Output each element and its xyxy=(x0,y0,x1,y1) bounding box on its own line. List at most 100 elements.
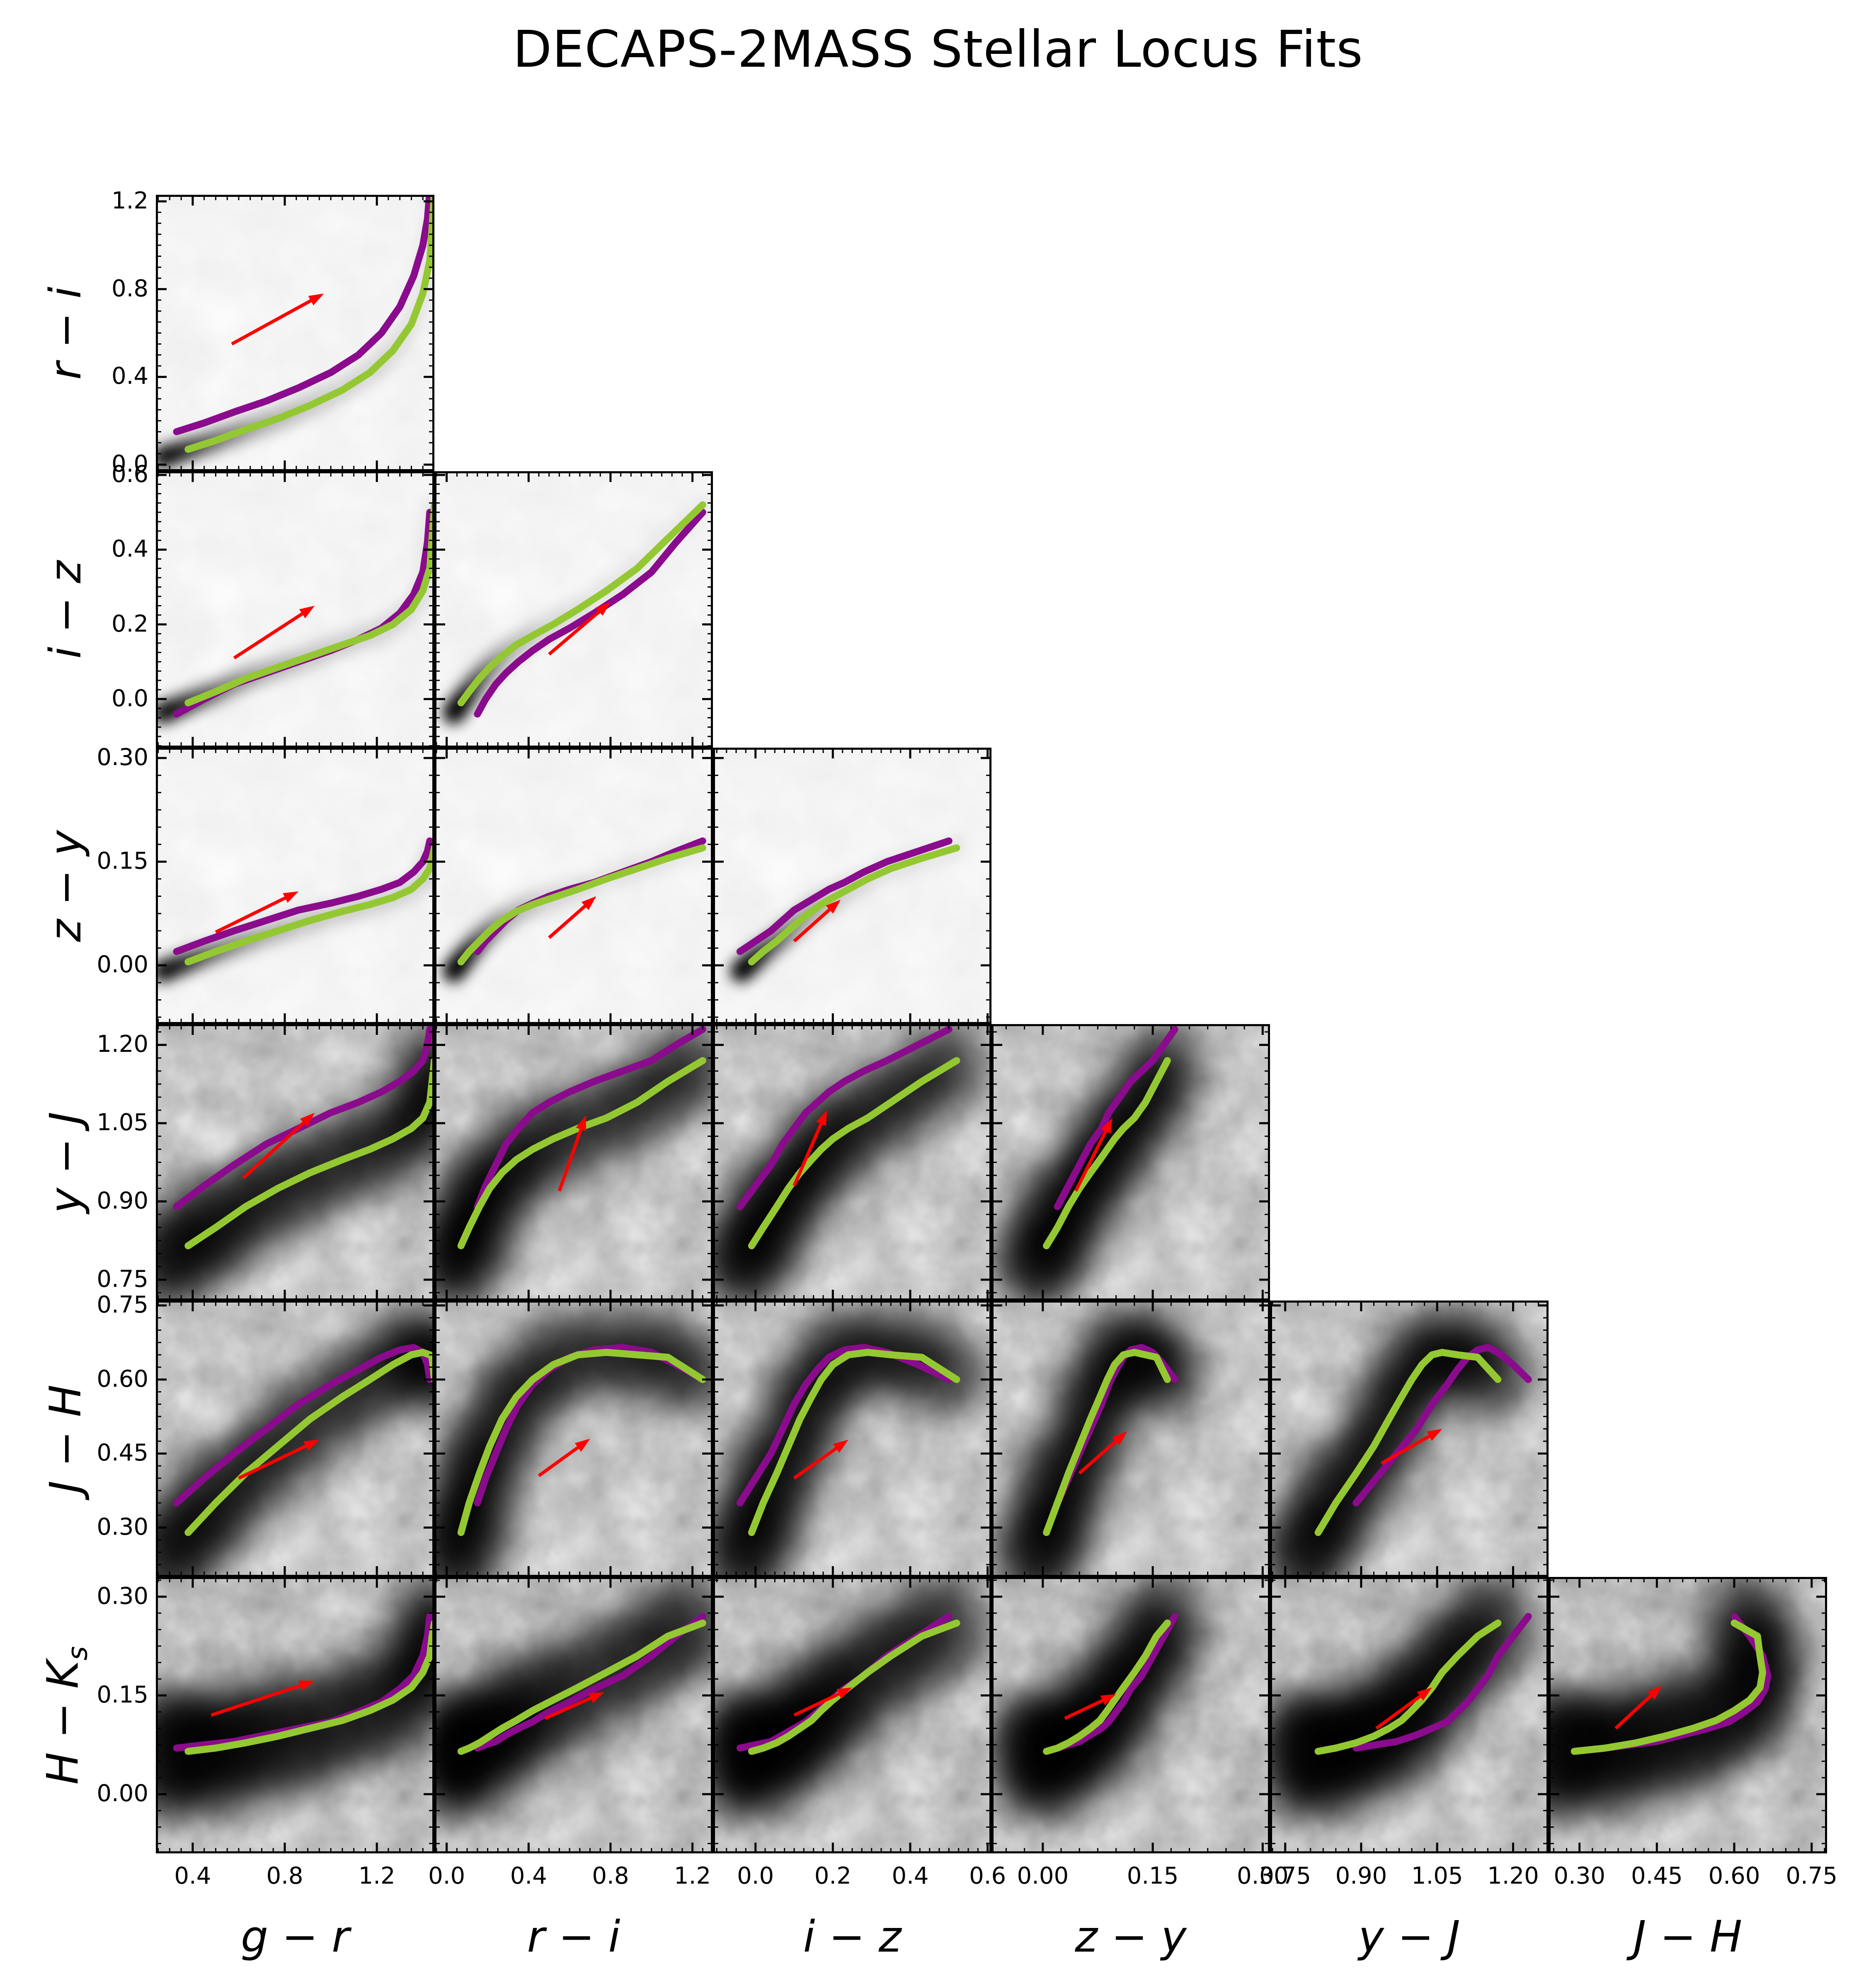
reddening-arrow-shaft xyxy=(1380,1434,1432,1465)
minor-ticks xyxy=(156,1577,434,1853)
reddening-arrow-head xyxy=(836,1687,852,1699)
major-ticks xyxy=(156,1577,434,1853)
y-tick-label: 1.2 xyxy=(111,187,148,214)
panel-H-Ks-vs-J-H xyxy=(1549,1577,1827,1853)
panel-spines xyxy=(156,748,434,1024)
panel-spines xyxy=(434,1577,713,1853)
reddening-arrow-head xyxy=(596,602,611,616)
purple-fit-curve xyxy=(474,1613,706,1752)
x-axis-label-J-H: J − H xyxy=(1633,1911,1743,1962)
panel-spines xyxy=(434,1301,713,1577)
x-tick-label: 1.20 xyxy=(1487,1862,1539,1889)
purple-fit-curve xyxy=(474,509,706,718)
green-fit-curve xyxy=(457,1349,706,1536)
x-tick-label: 0.8 xyxy=(266,1862,303,1889)
minor-ticks xyxy=(156,1301,434,1577)
minor-ticks xyxy=(156,748,434,1024)
x-tick-label: 0.90 xyxy=(1335,1862,1387,1889)
x-tick-label: 0.4 xyxy=(174,1862,211,1889)
major-ticks xyxy=(156,1301,434,1577)
reddening-arrow-head xyxy=(298,1680,315,1691)
x-tick-label: 0.75 xyxy=(1786,1862,1837,1889)
major-ticks xyxy=(713,1577,991,1853)
reddening-arrow-head xyxy=(1426,1429,1442,1441)
x-tick-label: 0.6 xyxy=(969,1862,1006,1889)
density-noise xyxy=(434,1301,713,1577)
purple-fit-curve xyxy=(1054,1613,1178,1752)
green-fit-curve xyxy=(457,501,706,707)
y-tick-label: 0.75 xyxy=(97,1291,148,1318)
y-tick-label: 0.6 xyxy=(111,461,148,488)
panel-spines xyxy=(156,1301,434,1577)
y-tick-label: 0.30 xyxy=(97,744,148,771)
y-tick-label: 0.0 xyxy=(111,685,148,712)
green-fit-curve xyxy=(748,1349,960,1536)
purple-fit-curve xyxy=(474,1026,706,1210)
panel-J-H-vs-y-J xyxy=(1270,1301,1549,1577)
y-tick-label: 0.0 xyxy=(111,450,148,478)
reddening-arrow-head xyxy=(588,1692,605,1703)
panel-J-H-vs-z-y xyxy=(991,1301,1270,1577)
reddening-arrow-head xyxy=(833,1439,848,1453)
panel-spines xyxy=(434,471,713,748)
reddening-arrow-shaft xyxy=(548,609,602,656)
panel-spines xyxy=(434,748,713,1024)
panel-spines xyxy=(713,1577,991,1853)
green-fit-curve xyxy=(1043,1619,1171,1755)
y-axis-label-H-Ks: H − Ks xyxy=(37,1646,94,1785)
reddening-arrow-shaft xyxy=(538,1445,580,1477)
reddening-arrow-shaft xyxy=(211,1683,303,1717)
panel-spines xyxy=(1270,1301,1549,1577)
reddening-arrow-head xyxy=(574,1439,590,1452)
y-tick-label: 0.00 xyxy=(97,1780,148,1807)
minor-ticks xyxy=(991,1301,1270,1577)
panel-spines xyxy=(713,1301,991,1577)
major-ticks xyxy=(156,1024,434,1301)
major-ticks xyxy=(713,748,991,1024)
major-ticks xyxy=(434,1577,713,1853)
reddening-arrow-head xyxy=(1101,1118,1113,1134)
panel-spines xyxy=(713,748,991,1024)
major-ticks xyxy=(991,1301,1270,1577)
major-ticks xyxy=(156,748,434,1024)
panel-J-H-vs-r-i xyxy=(434,1301,713,1577)
reddening-arrow-shaft xyxy=(1614,1693,1653,1730)
major-ticks xyxy=(1549,1577,1827,1853)
reddening-arrow-head xyxy=(300,1112,315,1127)
green-fit-curve xyxy=(184,195,434,453)
major-ticks xyxy=(434,748,713,1024)
x-axis-label-y-J: y − J xyxy=(1358,1911,1460,1962)
minor-ticks xyxy=(991,1024,1270,1301)
x-tick-label: 0.0 xyxy=(737,1862,774,1889)
purple-fit-curve xyxy=(1054,1026,1178,1210)
x-tick-label: 0.30 xyxy=(1236,1862,1289,1889)
reddening-arrow-head xyxy=(826,899,841,914)
panel-spines xyxy=(156,195,434,471)
minor-ticks xyxy=(713,748,991,1024)
reddening-arrow-shaft xyxy=(1074,1129,1108,1192)
minor-ticks xyxy=(156,471,434,748)
reddening-arrow-head xyxy=(1112,1431,1127,1446)
x-tick-label: 0.2 xyxy=(814,1862,851,1889)
purple-fit-curve xyxy=(1352,1613,1532,1752)
panel-J-H-vs-g-r xyxy=(156,1301,434,1577)
y-tick-label: 0.90 xyxy=(97,1187,148,1214)
y-tick-label: 0.30 xyxy=(97,1513,148,1540)
y-tick-label: 1.20 xyxy=(97,1031,148,1058)
x-tick-label: 0.30 xyxy=(1554,1862,1605,1889)
reddening-arrow-shaft xyxy=(544,1696,593,1720)
major-ticks xyxy=(713,1024,991,1301)
reddening-arrow-head xyxy=(303,1439,320,1451)
y-tick-label: 0.75 xyxy=(97,1265,148,1293)
y-tick-label: 0.8 xyxy=(111,275,148,302)
purple-fit-curve xyxy=(736,1026,953,1210)
minor-ticks xyxy=(1549,1577,1827,1853)
reddening-arrow-shaft xyxy=(238,1444,308,1480)
reddening-arrow-head xyxy=(308,293,324,305)
reddening-arrow-shaft xyxy=(1375,1694,1423,1730)
panel-spines xyxy=(156,1577,434,1853)
panel-y-J-vs-g-r xyxy=(156,1024,434,1301)
panel-y-J-vs-r-i xyxy=(434,1024,713,1301)
panel-r-i-vs-g-r xyxy=(156,195,434,471)
